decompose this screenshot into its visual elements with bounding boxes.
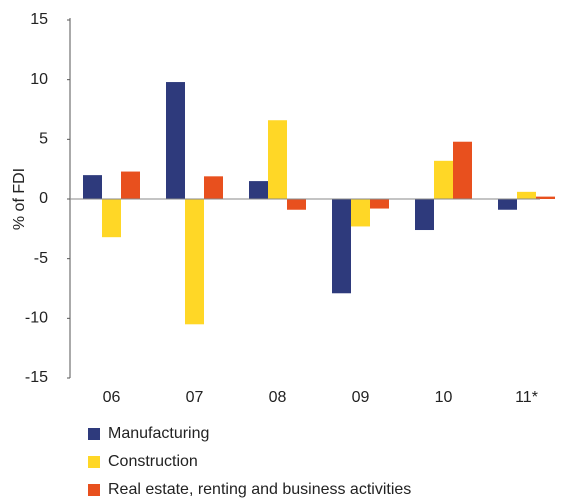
bar — [517, 191, 536, 199]
legend-swatch — [88, 484, 100, 496]
bar — [332, 199, 351, 294]
bar — [434, 160, 453, 199]
bar — [536, 196, 555, 199]
y-tick-label: 5 — [39, 131, 48, 148]
bar — [453, 141, 472, 199]
bar — [249, 181, 268, 199]
bar — [415, 199, 434, 231]
x-tick-label: 06 — [103, 389, 121, 406]
bar — [370, 199, 389, 209]
legend-label: Real estate, renting and business activi… — [108, 481, 411, 498]
x-tick-label: 07 — [186, 389, 204, 406]
y-tick-label: 0 — [39, 190, 48, 207]
bar — [121, 171, 140, 199]
y-axis-label: % of FDI — [11, 168, 28, 230]
legend-swatch — [88, 428, 100, 440]
bar — [268, 120, 287, 199]
legend-label: Construction — [108, 453, 198, 470]
x-tick-label: 08 — [269, 389, 287, 406]
bar — [287, 199, 306, 210]
y-tick-label: -15 — [25, 369, 48, 386]
legend-label: Manufacturing — [108, 425, 209, 442]
bar — [351, 199, 370, 227]
x-tick-label: 10 — [435, 389, 453, 406]
bar — [204, 176, 223, 199]
y-tick-label: -5 — [34, 250, 48, 267]
bar — [83, 175, 102, 199]
x-tick-label: 09 — [352, 389, 370, 406]
y-tick-label: 15 — [30, 11, 48, 28]
legend-swatch — [88, 456, 100, 468]
bar — [166, 82, 185, 199]
bar — [185, 199, 204, 325]
bar — [498, 199, 517, 210]
x-tick-label: 11* — [515, 389, 538, 406]
y-tick-label: 10 — [30, 71, 48, 88]
bar — [102, 199, 121, 238]
y-tick-label: -10 — [25, 310, 48, 327]
